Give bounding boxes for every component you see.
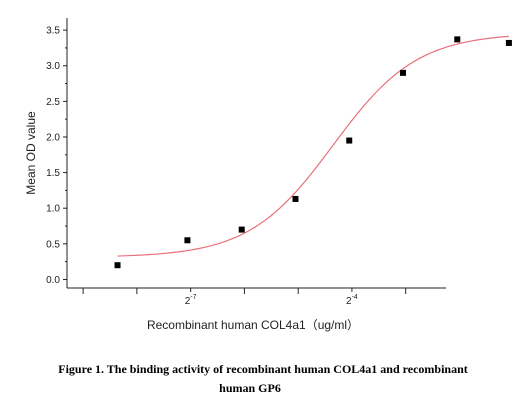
- y-tick-label-3: 1.5: [46, 168, 60, 179]
- data-point-6: [454, 36, 461, 43]
- data-point-0: [114, 262, 121, 269]
- data-point-5: [399, 69, 406, 76]
- data-point-1: [184, 237, 191, 244]
- caption-line-1: Figure 1. The binding activity of recomb…: [58, 362, 468, 376]
- y-ticks: 0.0 0.5 1.0 1.5 2.0 2.5 3.0 3.5: [46, 26, 67, 286]
- data-point-4: [346, 137, 353, 144]
- y-tick-label-6: 3.0: [46, 61, 60, 72]
- data-points: [114, 36, 512, 269]
- data-point-7: [505, 39, 512, 46]
- y-tick-label-0: 0.0: [46, 275, 60, 286]
- y-tick-label-7: 3.5: [46, 26, 60, 37]
- x-tick-label-0: 2-7: [185, 294, 197, 307]
- x-ticks: 2-7 2-4: [82, 288, 407, 307]
- x-tick-label-1: 2-4: [346, 294, 358, 307]
- data-point-2: [238, 226, 245, 233]
- y-tick-label-2: 1.0: [46, 204, 60, 215]
- data-point-3: [292, 195, 299, 202]
- x-axis-title: Recombinant human COL4a1（ug/ml）: [147, 318, 359, 332]
- y-tick-label-5: 2.5: [46, 97, 60, 108]
- caption-line-2: human GP6: [219, 381, 281, 395]
- y-axis-title: Mean OD value: [24, 111, 38, 195]
- y-tick-label-1: 0.5: [46, 239, 60, 250]
- axes: [66, 18, 446, 289]
- fit-curve: [117, 35, 509, 257]
- y-tick-label-4: 2.0: [46, 132, 60, 143]
